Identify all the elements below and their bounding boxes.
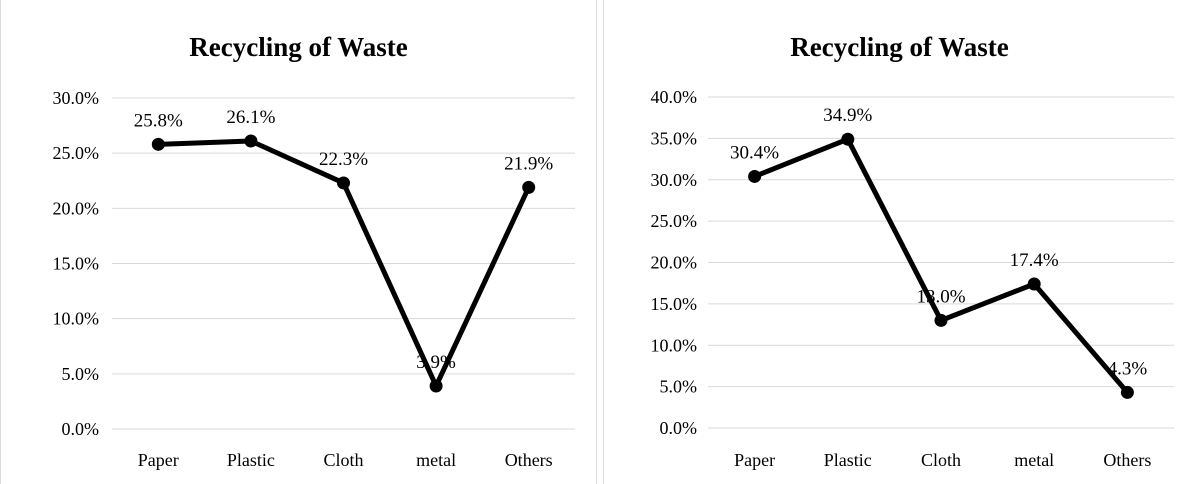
x-category-label: Cloth [323,450,363,470]
x-category-label: metal [416,450,456,470]
data-point-marker [522,180,536,194]
data-label: 17.4% [1010,250,1059,271]
y-tick-label: 30.0% [651,170,698,190]
y-tick-label: 0.0% [62,419,100,439]
x-category-label: Plastic [824,450,872,470]
x-category-label: metal [1014,450,1054,470]
chart-title: Recycling of Waste [790,32,1009,62]
chart-panel-left: Recycling of Waste 0.0% 5.0% 10.0% 15.0% 20.… [0,0,597,484]
y-tick-label: 15.0% [53,254,100,274]
y-tick-label: 15.0% [651,294,698,314]
y-tick-label: 20.0% [651,253,698,273]
data-point-marker [429,379,443,393]
data-point-marker [748,169,762,183]
data-label: 25.8% [134,110,183,131]
data-point-marker [1027,277,1041,291]
y-tick-label: 5.0% [660,377,698,397]
x-category-label: Paper [734,450,775,470]
data-point-marker [244,134,258,148]
y-tick-label: 40.0% [651,87,698,107]
y-tick-label: 20.0% [53,198,100,218]
y-tick-label: 25.0% [53,143,100,163]
data-point-marker [841,132,855,146]
data-point-marker [337,176,350,190]
data-point-marker [1120,385,1134,399]
data-label: 26.1% [226,107,275,128]
data-label: 30.4% [730,142,779,163]
data-label: 21.9% [504,153,553,174]
data-point-marker [151,137,165,151]
y-tick-label: 35.0% [651,128,698,148]
x-category-label: Others [505,450,553,470]
data-label: 13.0% [916,286,965,307]
x-category-label: Cloth [921,450,961,470]
data-label: 34.9% [823,105,872,126]
chart-title: Recycling of Waste [189,32,408,62]
x-category-label: Paper [138,450,179,470]
data-label: 3.9% [416,352,456,373]
y-tick-label: 10.0% [651,335,698,355]
data-label: 4.3% [1108,358,1148,379]
y-tick-label: 0.0% [660,418,698,438]
line-chart-plot: 0.0% 5.0% 10.0% 15.0% 20.0% 25.0% 30.0% Paper Pl… [53,88,575,470]
series-line [752,136,1130,395]
y-tick-label: 30.0% [53,88,100,108]
y-tick-label: 25.0% [651,211,698,231]
chart-panel-right: Recycling of Waste 0.0% 5.0% 10.0% 15.0% 20.… [603,0,1195,484]
y-tick-label: 10.0% [53,309,100,329]
data-point-marker [934,313,948,327]
data-label: 22.3% [319,149,368,170]
y-tick-label: 5.0% [62,364,100,384]
x-category-label: Others [1103,450,1151,470]
line-chart-plot: 0.0% 5.0% 10.0% 15.0% 20.0% 25.0% 30.0% 35.0% 40… [651,87,1174,470]
x-category-label: Plastic [227,450,275,470]
